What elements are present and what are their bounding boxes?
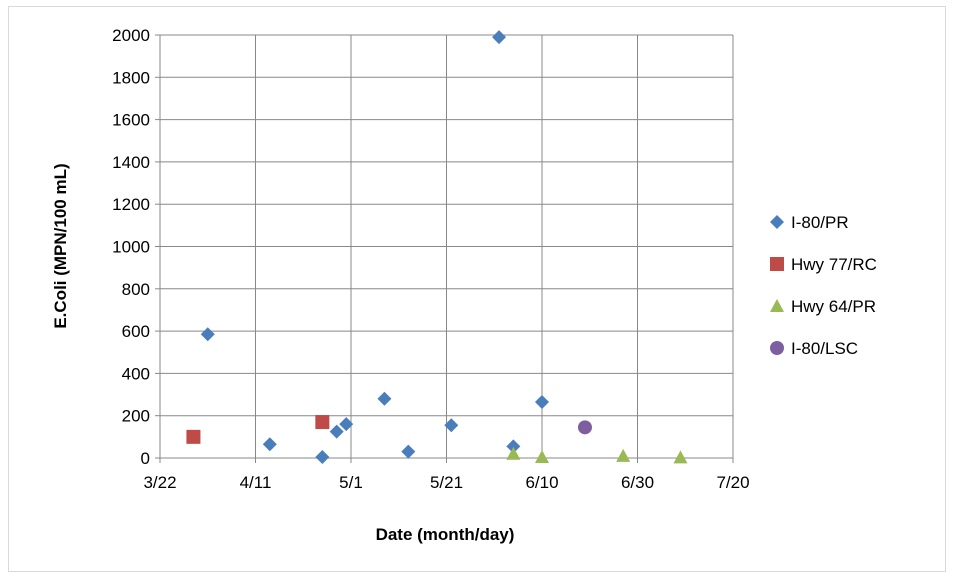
y-tick-label: 0 — [141, 449, 150, 468]
y-tick-label: 1400 — [112, 153, 150, 172]
y-tick-label: 1200 — [112, 195, 150, 214]
legend-marker — [770, 299, 784, 312]
legend: I-80/PR Hwy 77/RC Hwy 64/PR I-80/LSC — [770, 213, 877, 358]
data-point — [329, 424, 344, 439]
data-point — [616, 448, 631, 462]
data-point — [377, 391, 392, 406]
y-tick-label: 800 — [122, 280, 150, 299]
data-point — [315, 415, 330, 430]
series-1 — [186, 415, 330, 444]
x-tick-labels: 3/22 4/11 5/1 5/21 6/10 6/30 7/20 — [143, 473, 749, 492]
x-tick-label: 6/10 — [525, 473, 558, 492]
x-axis-title: Date (month/day) — [376, 525, 515, 544]
legend-label: Hwy 64/PR — [791, 297, 876, 316]
data-point — [577, 420, 592, 435]
y-tick-label: 1600 — [112, 111, 150, 130]
series-3 — [577, 420, 592, 435]
series-2 — [506, 446, 688, 464]
data-point — [535, 449, 549, 463]
y-tick-label: 1000 — [112, 238, 150, 257]
data-point — [186, 429, 201, 444]
x-tick-label: 5/21 — [430, 473, 463, 492]
legend-marker — [770, 215, 784, 229]
legend-marker — [770, 341, 784, 355]
legend-label: I-80/LSC — [791, 339, 858, 358]
y-tick-label: 1800 — [112, 68, 150, 87]
data-point — [535, 394, 549, 409]
data-point — [506, 446, 521, 460]
gridlines — [160, 34, 734, 458]
data-point — [492, 30, 507, 45]
data-point — [506, 439, 521, 454]
y-tick-label: 2000 — [112, 26, 150, 45]
y-tick-label: 600 — [122, 322, 150, 341]
data-point — [200, 327, 215, 342]
legend-label: I-80/PR — [791, 213, 849, 232]
data-point — [262, 437, 277, 452]
data-point — [444, 418, 459, 433]
axes — [155, 34, 734, 463]
data-point — [315, 449, 330, 464]
series-0 — [200, 30, 549, 464]
y-tick-labels: 0 200 400 600 800 1000 1200 1400 1600 1800 2000 — [112, 26, 150, 468]
x-tick-label: 5/1 — [339, 473, 363, 492]
x-tick-label: 4/11 — [240, 473, 272, 492]
x-tick-label: 7/20 — [716, 473, 749, 492]
data-point — [673, 450, 688, 464]
x-tick-label: 6/30 — [621, 473, 654, 492]
data-point — [339, 417, 354, 432]
y-axis-title: E.Coli (MPN/100 mL) — [51, 163, 70, 328]
data-point — [401, 444, 416, 459]
y-tick-label: 200 — [122, 407, 150, 426]
legend-label: Hwy 77/RC — [791, 255, 877, 274]
x-tick-label: 3/22 — [143, 473, 176, 492]
y-tick-label: 400 — [122, 364, 150, 383]
data-points — [186, 30, 688, 464]
legend-marker — [770, 257, 784, 271]
